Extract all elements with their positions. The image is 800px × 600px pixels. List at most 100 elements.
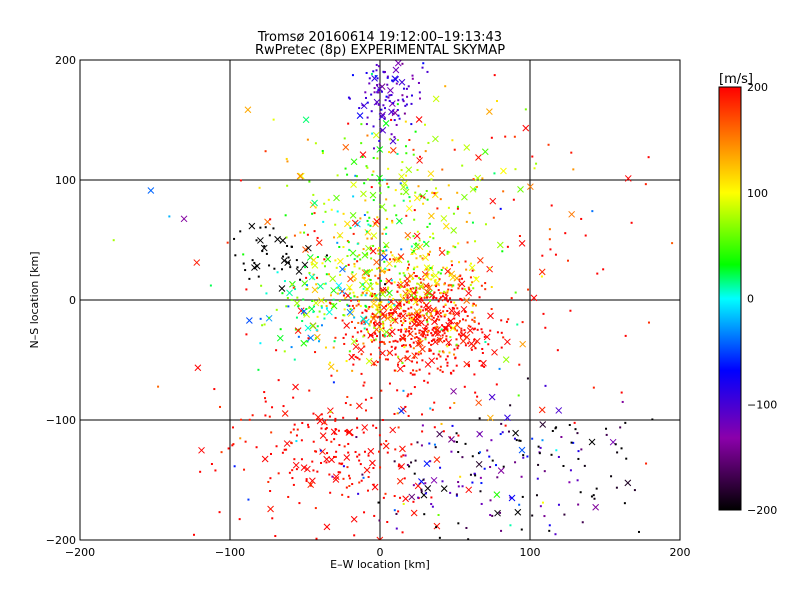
data-point [399, 182, 402, 185]
data-point-cross [415, 296, 423, 304]
data-point-stroke [404, 231, 412, 239]
data-point [380, 108, 383, 111]
data-point [518, 234, 521, 237]
data-point [403, 274, 406, 277]
data-point-stroke [375, 308, 382, 316]
data-point-cross [147, 187, 155, 194]
data-point [289, 266, 292, 269]
data-point [366, 489, 369, 492]
data-point [377, 315, 380, 318]
data-point [314, 507, 317, 510]
data-point-cross [307, 481, 315, 489]
data-point [346, 303, 349, 306]
data-point-stroke [335, 282, 343, 289]
data-point [315, 537, 318, 540]
data-point-stroke [253, 262, 261, 270]
data-point [531, 514, 534, 517]
data-point-cross [476, 430, 484, 438]
data-point-stroke [512, 429, 519, 437]
data-point [353, 307, 356, 310]
data-point-stroke [363, 466, 371, 474]
data-point [439, 296, 442, 299]
data-point [544, 384, 547, 387]
data-point [593, 497, 596, 500]
data-point [357, 492, 360, 495]
data-point [406, 463, 409, 466]
data-point [408, 299, 411, 302]
data-point [395, 527, 398, 530]
data-point-cross [398, 173, 405, 180]
data-point [577, 457, 580, 460]
data-point [464, 344, 467, 347]
data-point [344, 402, 347, 405]
data-point [423, 317, 426, 320]
data-point [346, 239, 349, 242]
data-point-cross [397, 407, 405, 415]
data-point [261, 250, 264, 253]
data-point-cross [342, 143, 350, 151]
data-point [446, 328, 449, 331]
data-point-stroke [408, 493, 416, 501]
data-point-stroke [393, 256, 401, 263]
data-point [327, 273, 330, 276]
data-point-stroke [413, 194, 421, 202]
data-point [352, 291, 355, 294]
data-point [297, 305, 300, 308]
data-point [294, 328, 297, 331]
data-point [455, 494, 458, 497]
data-point [457, 344, 460, 347]
data-point [474, 188, 477, 191]
data-point [373, 326, 376, 329]
data-point [569, 309, 572, 312]
data-point [431, 191, 434, 194]
data-point [342, 416, 345, 419]
chart-title: Tromsø 20160614 19:12:00–19:13:43 [257, 30, 502, 45]
data-point [398, 286, 401, 289]
data-point-cross [369, 459, 376, 467]
data-point [320, 306, 323, 309]
data-point [461, 318, 464, 321]
data-point [429, 235, 432, 238]
data-point-stroke [321, 418, 328, 426]
data-point-cross [448, 436, 455, 443]
data-point [363, 450, 366, 453]
data-point-stroke [370, 300, 378, 308]
data-point [420, 281, 423, 284]
data-point-stroke [333, 194, 340, 202]
data-point [337, 429, 340, 432]
data-point-cross [343, 322, 351, 329]
data-point [281, 292, 284, 295]
data-point [306, 340, 309, 343]
data-point-stroke [474, 174, 482, 182]
data-point [461, 164, 464, 167]
data-point-stroke [294, 327, 302, 334]
data-point [404, 356, 407, 359]
data-point-stroke [376, 85, 383, 93]
data-point [312, 412, 315, 415]
data-point-cross [281, 410, 289, 417]
data-point [272, 118, 275, 121]
data-point [396, 290, 399, 293]
data-point [473, 316, 476, 319]
data-point [287, 305, 290, 308]
data-point [446, 345, 449, 348]
data-point-cross [365, 357, 373, 365]
data-point [407, 307, 410, 310]
data-point [369, 270, 372, 273]
data-point [292, 428, 295, 431]
data-point [300, 458, 303, 461]
data-point [405, 288, 408, 291]
data-point [349, 403, 352, 406]
data-point [423, 296, 426, 299]
data-point-stroke [472, 275, 480, 283]
data-point-stroke [330, 302, 338, 310]
data-point-stroke [527, 183, 534, 191]
data-point-cross [286, 289, 293, 297]
data-point-cross [244, 106, 252, 114]
data-point [358, 481, 361, 484]
data-point-cross [307, 334, 315, 342]
data-point [416, 291, 419, 294]
data-point [352, 232, 355, 235]
data-point [382, 327, 385, 330]
data-point [419, 255, 422, 258]
